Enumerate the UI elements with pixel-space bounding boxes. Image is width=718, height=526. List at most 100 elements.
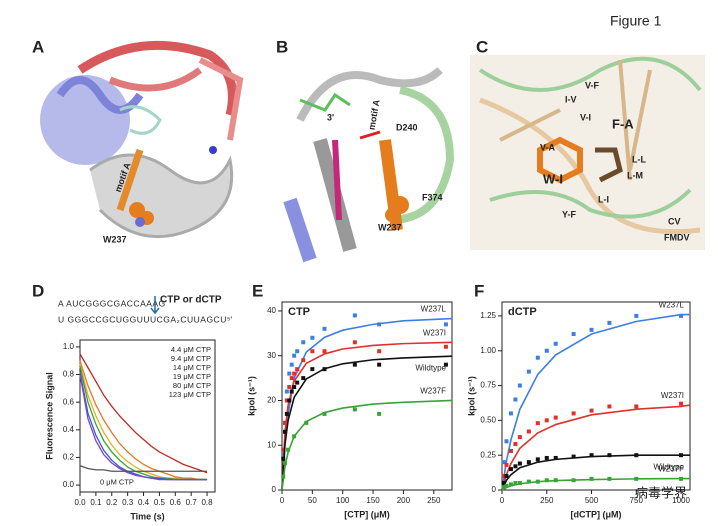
legend-entry: 123 μM CTP: [169, 390, 211, 399]
point: [513, 397, 518, 402]
panel-letter: B: [276, 37, 288, 56]
point: [535, 421, 540, 426]
point: [281, 456, 286, 461]
legend-entry: 80 μM CTP: [173, 381, 211, 390]
point: [634, 404, 639, 409]
point: [504, 439, 509, 444]
x-axis-label: [dCTP] (μM): [571, 509, 622, 519]
x-tick-label: 0: [500, 496, 505, 505]
annotation: CTP or dCTP: [160, 295, 222, 306]
point: [607, 404, 612, 409]
point: [377, 349, 382, 354]
fit-curve: [501, 454, 690, 491]
structure-label: motif A: [366, 98, 381, 130]
x-tick-label: 0.6: [170, 498, 182, 507]
y-axis-label: kpol (s⁻¹): [246, 376, 256, 416]
point: [504, 474, 509, 479]
plot-frame: [79, 339, 216, 493]
point: [352, 362, 357, 367]
x-tick-label: 0.2: [106, 498, 118, 507]
y-tick-label: 1.25: [480, 311, 496, 320]
series-label: Wildtype: [415, 363, 446, 372]
series-label: W237L: [659, 301, 685, 310]
point: [287, 385, 292, 390]
point: [377, 411, 382, 416]
chart-title: dCTP: [508, 306, 537, 318]
series-label: Wildtype: [653, 462, 684, 471]
point: [526, 460, 531, 465]
structure-label: V-I: [580, 112, 591, 122]
sequence-line: A AUCGGGCGACCAAAG: [58, 298, 166, 308]
point: [513, 481, 518, 486]
point: [501, 460, 506, 465]
trace: [79, 353, 208, 474]
point: [501, 485, 506, 490]
structure-label: CV: [668, 216, 681, 226]
point: [544, 478, 549, 483]
structure-label: Y-F: [562, 209, 577, 219]
structure-label: L-M: [627, 170, 643, 180]
x-tick-label: 200: [397, 496, 411, 505]
y-tick-label: 40: [267, 306, 276, 315]
point: [289, 362, 294, 367]
point: [292, 371, 297, 376]
point: [504, 462, 509, 467]
x-tick-label: 0.7: [186, 498, 198, 507]
point: [544, 455, 549, 460]
point: [301, 376, 306, 381]
x-tick-label: 250: [540, 496, 554, 505]
x-tick-label: 0.8: [201, 498, 213, 507]
y-tick-label: 30: [267, 351, 276, 360]
point: [443, 344, 448, 349]
point: [679, 313, 684, 318]
x-tick-label: 500: [585, 496, 599, 505]
fit-curve: [281, 355, 453, 491]
x-tick-label: 100: [336, 496, 350, 505]
point: [544, 348, 549, 353]
y-axis-label: kpol (s⁻¹): [466, 376, 476, 416]
point: [535, 355, 540, 360]
point: [679, 401, 684, 406]
point: [607, 320, 612, 325]
point: [310, 349, 315, 354]
x-tick-label: 50: [308, 496, 317, 505]
point: [553, 341, 558, 346]
point: [352, 407, 357, 412]
trace: [79, 465, 208, 472]
point: [287, 371, 292, 376]
fit-curve: [501, 404, 691, 491]
point: [513, 442, 518, 447]
point: [301, 358, 306, 363]
point: [501, 474, 506, 479]
point: [352, 340, 357, 345]
series-label: W237F: [658, 465, 684, 474]
fit-curve: [281, 341, 453, 491]
point: [289, 389, 294, 394]
y-tick-label: 0: [272, 485, 277, 494]
legend-entry: 14 μM CTP: [173, 363, 211, 372]
point: [571, 332, 576, 337]
point: [284, 411, 289, 416]
legend-entry: 19 μM CTP: [173, 372, 211, 381]
point: [281, 447, 286, 452]
fit-curve: [281, 399, 453, 491]
fit-curve: [501, 477, 690, 491]
point: [526, 479, 531, 484]
point: [292, 385, 297, 390]
point: [517, 461, 522, 466]
x-axis-label: [CTP] (μM): [344, 509, 390, 519]
structure-label: W237: [103, 234, 127, 244]
point: [508, 482, 513, 487]
arrow: [150, 296, 160, 315]
point: [352, 313, 357, 318]
point: [517, 383, 522, 388]
y-tick-label: 0.0: [63, 480, 75, 489]
point: [508, 467, 513, 472]
point: [544, 418, 549, 423]
point: [289, 376, 294, 381]
x-tick-label: 0.1: [90, 498, 102, 507]
point: [283, 429, 288, 434]
panel-letter: F: [474, 281, 484, 300]
structure-label: F374: [422, 192, 443, 202]
